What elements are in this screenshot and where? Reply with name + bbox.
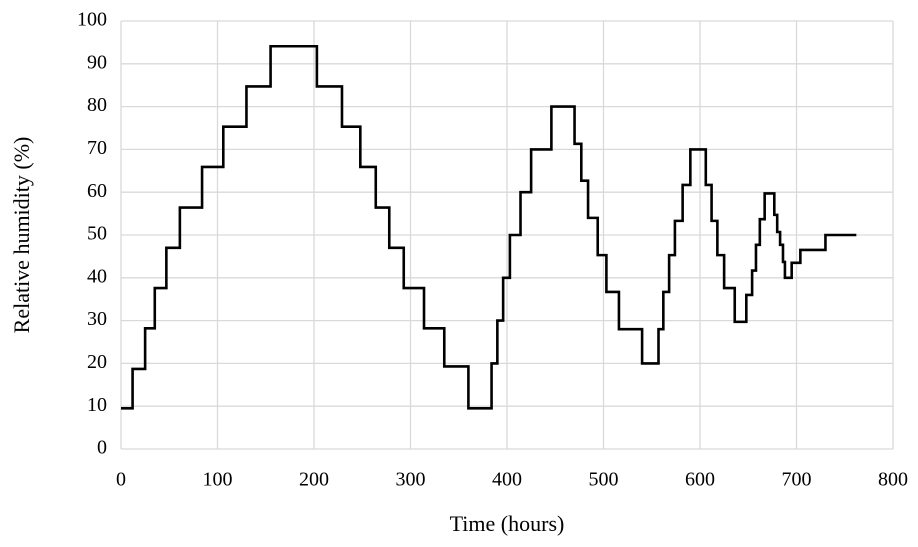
y-tick-label: 50 — [87, 223, 107, 245]
y-tick-label: 60 — [87, 180, 107, 202]
y-tick-label: 20 — [87, 351, 107, 373]
y-tick-label: 80 — [87, 94, 107, 116]
y-tick-label: 30 — [87, 308, 107, 330]
x-tick-label: 800 — [878, 469, 908, 491]
data-line — [121, 44, 857, 410]
y-tick-label: 0 — [97, 437, 107, 459]
y-tick-label: 40 — [87, 265, 107, 287]
y-tick-label: 100 — [77, 9, 107, 31]
x-tick-label: 200 — [299, 469, 329, 491]
y-tick-label: 90 — [87, 51, 107, 73]
y-tick-label: 70 — [87, 137, 107, 159]
x-tick-label: 700 — [782, 469, 812, 491]
x-tick-label: 300 — [396, 469, 426, 491]
x-tick-label: 400 — [492, 469, 522, 491]
x-tick-label: 100 — [203, 469, 233, 491]
x-tick-label: 0 — [116, 469, 126, 491]
y-tick-label: 10 — [87, 394, 107, 416]
x-tick-label: 600 — [685, 469, 715, 491]
y-axis-title: Relative humidity (%) — [9, 137, 34, 334]
x-tick-label: 500 — [589, 469, 619, 491]
x-axis-title: Time (hours) — [450, 511, 565, 536]
